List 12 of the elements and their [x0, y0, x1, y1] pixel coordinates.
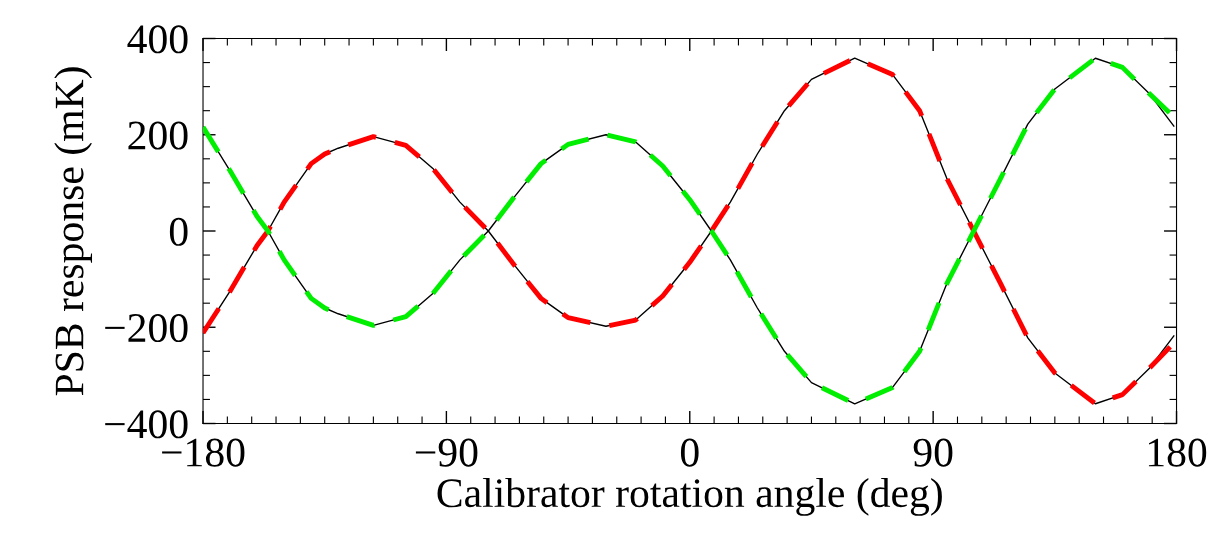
y-tick-label: −200: [105, 314, 188, 343]
y-tick-label: 0: [169, 217, 188, 246]
y-tick-label: 200: [128, 121, 188, 150]
x-tick-label: −90: [415, 438, 478, 467]
x-tick-label: −180: [162, 438, 245, 467]
y-tick-label: −400: [105, 410, 188, 439]
x-tick-label: 0: [680, 438, 699, 467]
x-tick-label: 180: [1148, 438, 1207, 467]
y-tick-label: 400: [127, 25, 188, 54]
y-axis-title: PSB response (mK): [54, 67, 93, 396]
x-tick-label: 90: [913, 438, 953, 467]
x-axis-title: Calibrator rotation angle (deg): [437, 477, 942, 516]
